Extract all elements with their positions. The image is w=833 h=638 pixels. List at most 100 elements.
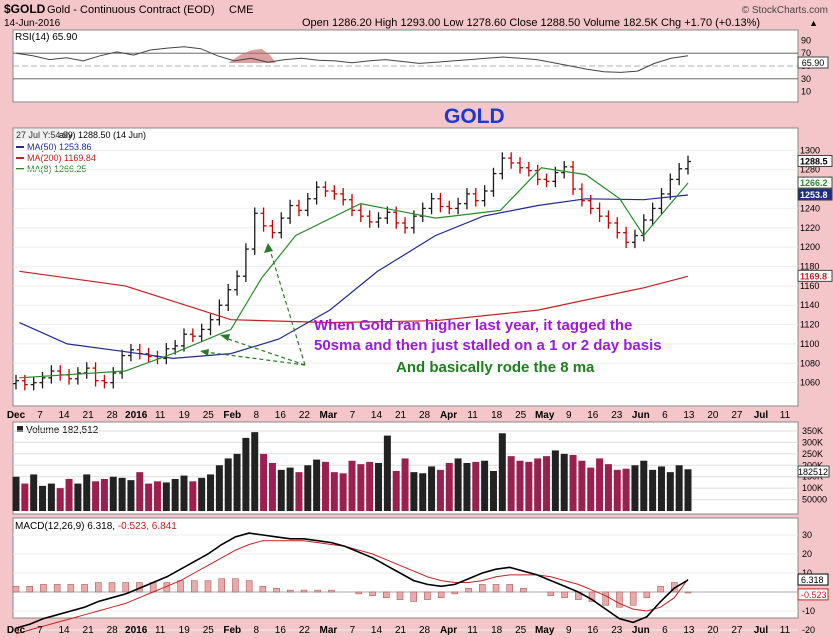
price-tick: 1300 — [800, 145, 820, 155]
macd-hist-bar — [588, 591, 596, 602]
volume-bar — [339, 473, 347, 511]
volume-bar — [136, 472, 144, 511]
volume-bar — [657, 466, 665, 511]
macd-hist-bar — [629, 591, 637, 606]
rsi-value-tag-text: 65.90 — [802, 58, 825, 68]
macd-hist-value: 6.841 — [149, 521, 177, 532]
date-tick: 21 — [395, 625, 407, 636]
date-tick: 2016 — [125, 625, 148, 636]
rsi-tick: 10 — [801, 87, 811, 97]
macd-hist-bar — [67, 584, 75, 593]
price-tick: 1120 — [800, 320, 819, 330]
ma-legend-entry: MA(50) 1253.86 — [27, 142, 92, 152]
volume-tick: 250K — [802, 449, 823, 459]
volume-bar — [313, 459, 321, 511]
date-tick: 20 — [707, 625, 719, 636]
volume-bar — [30, 474, 38, 511]
date-tick: May — [535, 625, 555, 636]
date-tick: 28 — [419, 410, 431, 421]
macd-hist-bar — [108, 582, 116, 593]
macd-tick: 30 — [802, 530, 812, 540]
volume-bar — [428, 466, 436, 511]
quote-date: 14-Jun-2016 — [4, 18, 61, 29]
volume-bar — [507, 456, 515, 511]
date-tick: 21 — [395, 410, 407, 421]
volume-tick: 200K — [802, 460, 823, 470]
volume-bar — [171, 479, 179, 511]
date-axis-price: Dec 7 14 21 28 2016 11 19 25 Feb 8 16 22 Mar 7 14 21 28 Ap… — [7, 410, 791, 421]
date-tick: 14 — [371, 625, 383, 636]
date-tick: 18 — [491, 625, 503, 636]
volume-bar — [277, 469, 285, 511]
volume-bar — [12, 476, 20, 511]
volume-bar — [189, 481, 197, 511]
volume-bar — [109, 476, 117, 511]
date-tick: 25 — [203, 625, 215, 636]
arrowhead-1 — [264, 243, 273, 253]
volume-bar — [454, 458, 462, 511]
date-tick: 6 — [662, 625, 668, 636]
instrument-name: Gold - Continuous Contract (EOD) — [47, 4, 215, 16]
volume-bar — [587, 467, 595, 511]
rsi-levels — [13, 49, 798, 80]
date-tick: 11 — [780, 625, 791, 636]
macd-hist-bar — [520, 587, 527, 593]
ma200-line — [19, 270, 689, 324]
price-tag-text: 1288.5 — [800, 156, 828, 166]
volume-bar — [622, 468, 630, 511]
date-tick: 7 — [350, 625, 356, 636]
date-tick: Jun — [632, 625, 650, 636]
volume-bar — [295, 472, 303, 511]
macd-hist-bar — [259, 586, 267, 593]
volume-bar — [596, 458, 604, 511]
volume-bar — [65, 479, 73, 511]
volume-bar — [39, 485, 47, 511]
date-tick: 6 — [662, 410, 668, 421]
arrow-line-2 — [224, 337, 306, 366]
annotation-arrows — [204, 249, 306, 366]
date-tick: Dec — [7, 625, 26, 636]
price-axis: 1300128012601240122012001180116011401120… — [800, 145, 820, 387]
date-tick: 8 — [254, 625, 260, 636]
date-tick: Mar — [320, 410, 338, 421]
date-tick: 7 — [350, 410, 356, 421]
macd-signal-value: -0.523, — [115, 521, 149, 532]
date-tick: 14 — [371, 410, 383, 421]
date-tick: Apr — [440, 625, 457, 636]
volume-bar — [489, 471, 497, 511]
price-tag — [797, 154, 833, 167]
date-tick: Dec — [7, 410, 26, 421]
date-tick: 25 — [515, 410, 527, 421]
date-tick: 2016 — [125, 410, 148, 421]
date-tick: Mar — [320, 625, 338, 636]
volume-bar — [649, 469, 657, 511]
volume-bar — [392, 471, 400, 511]
volume-bar — [330, 472, 338, 511]
price-grid — [13, 149, 798, 384]
volume-bar — [198, 477, 206, 511]
date-tick: Jul — [754, 625, 769, 636]
volume-bar — [472, 461, 480, 511]
macd-hist-bar — [287, 589, 294, 593]
price-tick: 1240 — [800, 203, 820, 213]
macd-hist-bar — [355, 591, 363, 595]
arrow-line-1 — [269, 249, 306, 366]
volume-bar — [551, 450, 559, 511]
macd-tag-text: -0.523 — [801, 590, 827, 600]
macd-hist-bar — [369, 591, 376, 597]
volume-bar — [286, 467, 294, 511]
volume-bar — [543, 456, 551, 511]
macd-hist-bar — [492, 584, 500, 593]
volume-bar — [569, 455, 577, 511]
macd-tick: -20 — [802, 625, 815, 635]
macd-main: MACD(12,26,9) 6.318, — [15, 521, 115, 532]
date-tick: 13 — [683, 410, 695, 421]
macd-hist-bar — [26, 586, 33, 593]
price-tick: 1160 — [800, 281, 819, 291]
annotation-line-3: And basically rode the 8 ma — [396, 359, 595, 376]
up-arrow-icon: ▲ — [809, 18, 818, 28]
date-axis-macd: Dec 7 14 21 28 2016 11 19 25 Feb 8 16 22 Mar 7 14 21 28 Ap… — [7, 625, 791, 636]
price-tag-text: 1266.2 — [800, 178, 828, 188]
ma50-line — [19, 194, 689, 360]
date-tick: 19 — [179, 625, 191, 636]
